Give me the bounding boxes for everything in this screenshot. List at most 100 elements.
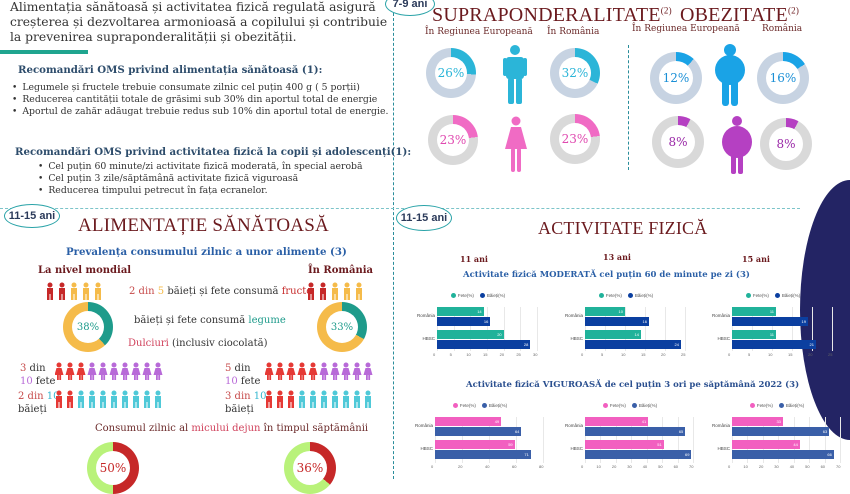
age-label-15: 15 ani xyxy=(742,254,770,264)
overweight-title: SUPRAPONDERALITATE(2) xyxy=(432,4,672,26)
chart-legend: Fete(%) Băieți(%) xyxy=(553,403,701,409)
chart-bar: 51 xyxy=(585,440,664,449)
vertical-divider xyxy=(393,8,394,479)
accent-bar xyxy=(0,50,88,54)
boy-icon xyxy=(503,45,527,104)
veg-world-donut: 38% xyxy=(63,302,113,352)
activity-recs-title: Recomandări OMS privind activitatea fizi… xyxy=(15,146,412,158)
list-item: Reducerea timpului petrecut în fața ecra… xyxy=(38,185,363,197)
obesity-boys-ro-donut: 16% xyxy=(757,52,809,104)
world-boys-sweets-text: 2 din 10 băieți xyxy=(18,391,60,415)
fruit-text: 2 din 5 băieți și fete consumă fructe xyxy=(129,286,313,297)
romania-girls-sweets-text: 5 din 10 fete xyxy=(225,363,261,387)
list-item: Aportul de zahăr adăugat trebuie redus s… xyxy=(12,106,388,118)
chart-bar: 49 xyxy=(435,417,502,426)
physical-activity-title: ACTIVITATE FIZICĂ xyxy=(538,218,708,238)
overweight-boys-eu-donut: 26% xyxy=(426,48,476,98)
breakfast-romania-donut: 36% xyxy=(284,442,336,494)
romania-girls-sweets-figures xyxy=(265,362,373,380)
chart-bar: 14 xyxy=(585,330,641,339)
obesity-ro-label: România xyxy=(762,24,803,34)
people-icons xyxy=(47,282,101,300)
chart-bar: 24 xyxy=(585,340,681,349)
vigorous-chart-13: Fete(%) Băieți(%) 0 10 20 30 40 50 60 70 România 41… xyxy=(553,403,701,473)
vigorous-chart-11: Fete(%) Băieți(%) 0 20 40 60 80 România 49 64 HBSC… xyxy=(403,403,551,473)
list-item: Cel puțin 60 minute/zi activitate fizică… xyxy=(38,161,362,173)
chart-bar: 20 xyxy=(437,330,504,339)
breakfast-world-donut: 50% xyxy=(87,442,139,494)
romania-label: În România xyxy=(308,265,374,276)
chart-row-label: HBSC xyxy=(420,446,433,451)
vigorous-chart-15: Fete(%) Băieți(%) 0 10 20 30 40 50 60 70 România 33… xyxy=(700,403,848,473)
chart-row-label: România xyxy=(711,423,730,428)
chart-bar: 10 xyxy=(585,307,625,316)
chart-bar: 28 xyxy=(437,340,531,349)
vertical-divider-obesity xyxy=(628,45,629,170)
chart-bar: 69 xyxy=(585,450,692,459)
overweight-eu-label: În Regiunea Europeană xyxy=(425,27,533,37)
chart-row-label: România xyxy=(416,313,435,318)
chart-row-label: România xyxy=(414,423,433,428)
chart-bar: 16 xyxy=(437,317,491,326)
veg-romania-donut: 33% xyxy=(317,302,367,352)
chart-legend: Fete(%) Băieți(%) xyxy=(403,403,551,409)
girl-icon xyxy=(505,116,527,172)
chart-bar: 21 xyxy=(732,340,816,349)
healthy-food-title: ALIMENTAȚIE SĂNĂTOASĂ xyxy=(78,215,329,236)
moderate-chart-15: Fete(%) Băieți(%) 0 5 10 15 20 25 România 11 19 HBS… xyxy=(700,293,840,361)
chart-bar: 66 xyxy=(732,450,834,459)
chart-row-label: România xyxy=(564,313,583,318)
chart-row-label: România xyxy=(711,313,730,318)
age-label-13: 13 ani xyxy=(603,252,631,262)
activity-recs-list: Cel puțin 60 minute/zi activitate fizică… xyxy=(38,161,363,197)
romania-boys-sweets-text: 3 din 10 băieți xyxy=(225,391,267,415)
world-boys-sweets-figures xyxy=(56,390,161,408)
chart-bar: 63 xyxy=(732,427,830,436)
obesity-eu-label: În Regiunea Europeană xyxy=(632,24,740,34)
chart-bar: 41 xyxy=(585,417,649,426)
list-item: Cel puțin 3 zile/săptămână activitate fi… xyxy=(38,173,363,185)
chart-row-label: HBSC xyxy=(717,446,730,451)
world-girls-sweets-text: 3 din 10 fete xyxy=(20,363,56,387)
romania-boys-sweets-figures xyxy=(266,390,371,408)
obesity-boys-eu-donut: 12% xyxy=(650,52,702,104)
list-item: Reducerea cantității totale de grăsimi s… xyxy=(12,94,388,106)
obese-boy-icon xyxy=(715,44,745,106)
chart-bar: 59 xyxy=(435,440,515,449)
nutrition-recs-list: Legumele și fructele trebuie consumate z… xyxy=(12,82,388,118)
chart-bar: 71 xyxy=(435,450,531,459)
sweets-title: Dulciuri (inclusiv ciocolată) xyxy=(128,338,268,349)
obese-girl-icon xyxy=(722,116,752,174)
chart-legend: Fete(%) Băieți(%) xyxy=(553,293,693,299)
chart-bar: 11 xyxy=(732,307,776,316)
people-icons xyxy=(308,282,362,300)
chart-row-label: HBSC xyxy=(717,336,730,341)
moderate-chart-11: Fete(%) Băieți(%) 0 5 10 15 20 25 30 România 14 16 H… xyxy=(405,293,545,361)
chart-bar: 33 xyxy=(732,417,783,426)
age-badge-11-15-food: 11-15 ani xyxy=(4,204,60,228)
moderate-activity-title: Activitate fizică MODERATĂ cel puțin 60 … xyxy=(463,270,750,280)
age-label-11: 11 ani xyxy=(460,254,488,264)
chart-row-label: HBSC xyxy=(570,446,583,451)
intro-text: Alimentația sănătoasă și activitatea fiz… xyxy=(10,0,388,44)
chart-row-label: HBSC xyxy=(422,336,435,341)
obesity-title: OBEZITATE(2) xyxy=(680,4,800,26)
veg-text: băieți și fete consumă legume xyxy=(134,315,286,326)
chart-bar: 16 xyxy=(585,317,649,326)
overweight-girls-eu-donut: 23% xyxy=(428,115,478,165)
chart-bar: 14 xyxy=(437,307,484,316)
age-badge-11-15-activity: 11-15 ani xyxy=(396,205,452,231)
overweight-ro-label: În România xyxy=(547,27,600,37)
chart-bar: 44 xyxy=(732,440,800,449)
overweight-girls-ro-donut: 23% xyxy=(550,114,600,164)
chart-bar: 11 xyxy=(732,330,776,339)
moderate-chart-13: Fete(%) Băieți(%) 0 5 10 15 20 25 România 10 16 HBS… xyxy=(553,293,693,361)
chart-row-label: România xyxy=(564,423,583,428)
chart-bar: 65 xyxy=(585,427,686,436)
chart-legend: Fete(%) Băieți(%) xyxy=(405,293,545,299)
chart-row-label: HBSC xyxy=(570,336,583,341)
world-label: La nivel mondial xyxy=(38,265,132,276)
vigorous-activity-title: Activitate fizică VIGUROASĂ de cel puțin… xyxy=(466,380,800,390)
breakfast-title: Consumul zilnic al micului dejun în timp… xyxy=(95,423,369,434)
list-item: Legumele și fructele trebuie consumate z… xyxy=(12,82,388,94)
